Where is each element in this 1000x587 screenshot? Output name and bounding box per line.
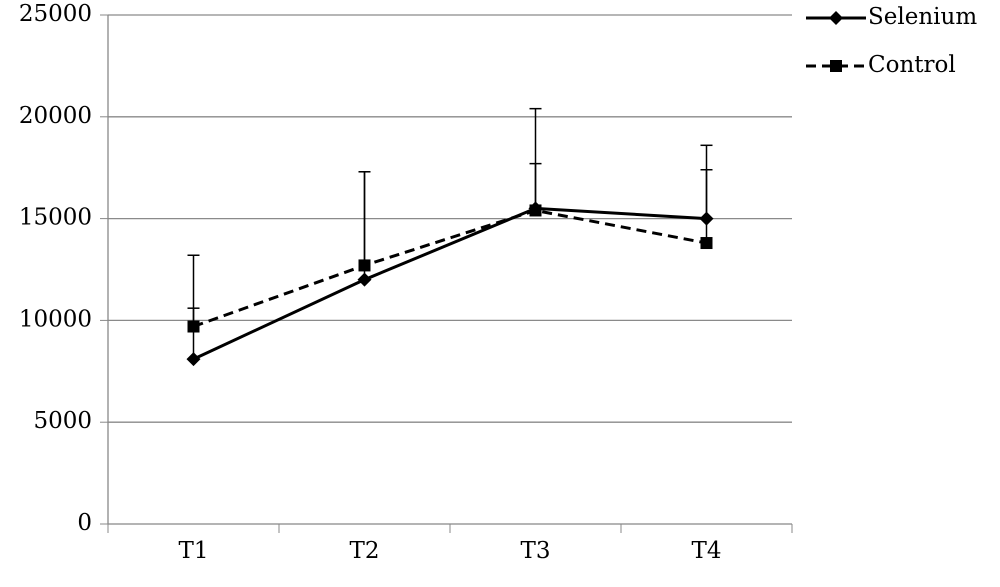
legend-label: Control	[868, 52, 956, 78]
legend-label: Selenium	[868, 4, 977, 30]
marker	[358, 259, 371, 272]
marker	[187, 320, 200, 333]
x-tick-label: T3	[521, 538, 551, 564]
y-tick-label: 20000	[19, 103, 92, 129]
legend-marker	[829, 11, 843, 25]
series-line	[192, 206, 707, 361]
x-tick-label: T2	[350, 538, 380, 564]
y-tick-label: 0	[77, 510, 92, 536]
series-line	[192, 208, 707, 328]
y-tick-label: 25000	[19, 1, 92, 27]
x-tick-label: T1	[179, 538, 209, 564]
marker	[186, 352, 201, 367]
y-tick-label: 15000	[19, 205, 92, 231]
marker	[700, 237, 713, 250]
legend-marker	[830, 60, 842, 72]
marker	[699, 211, 714, 226]
x-tick-label: T4	[692, 538, 722, 564]
marker	[357, 272, 372, 287]
y-tick-label: 5000	[33, 408, 92, 434]
y-tick-label: 10000	[19, 306, 92, 332]
marker	[529, 204, 542, 217]
